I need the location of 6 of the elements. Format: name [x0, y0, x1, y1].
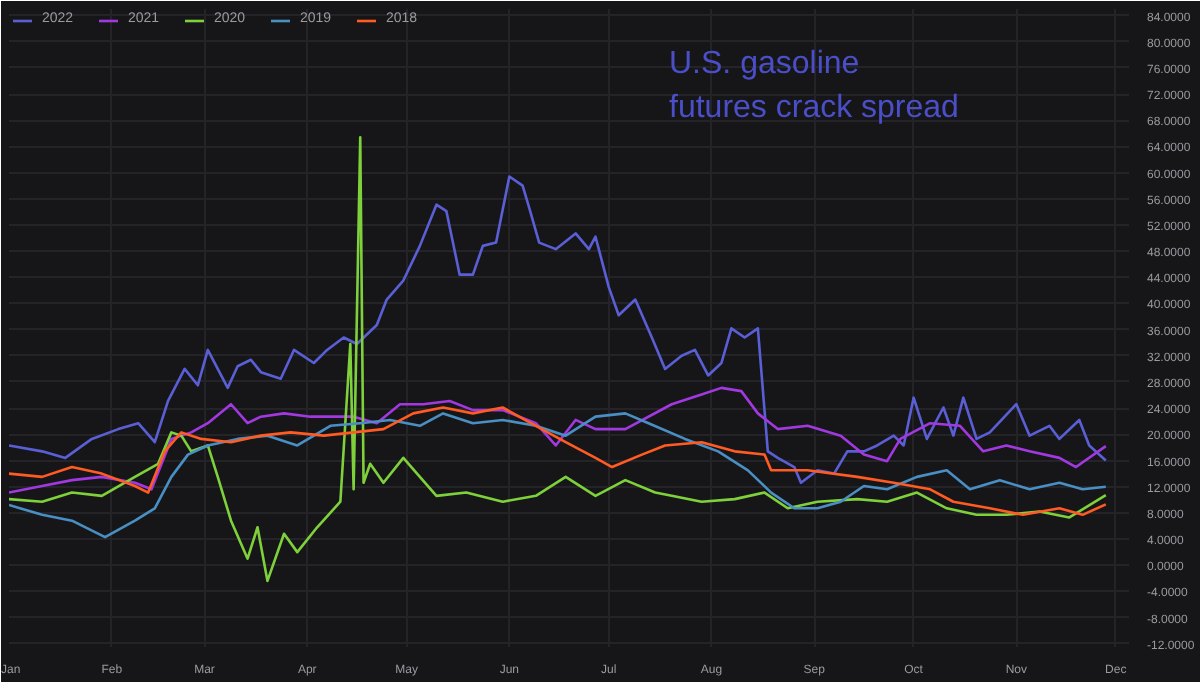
line-series	[9, 386, 1108, 494]
line-series	[9, 135, 1108, 583]
line-series	[9, 412, 1108, 539]
line-series	[9, 175, 1108, 485]
line-series	[9, 406, 1108, 517]
text: U.S. gasoline futures crack spread	[669, 47, 959, 126]
